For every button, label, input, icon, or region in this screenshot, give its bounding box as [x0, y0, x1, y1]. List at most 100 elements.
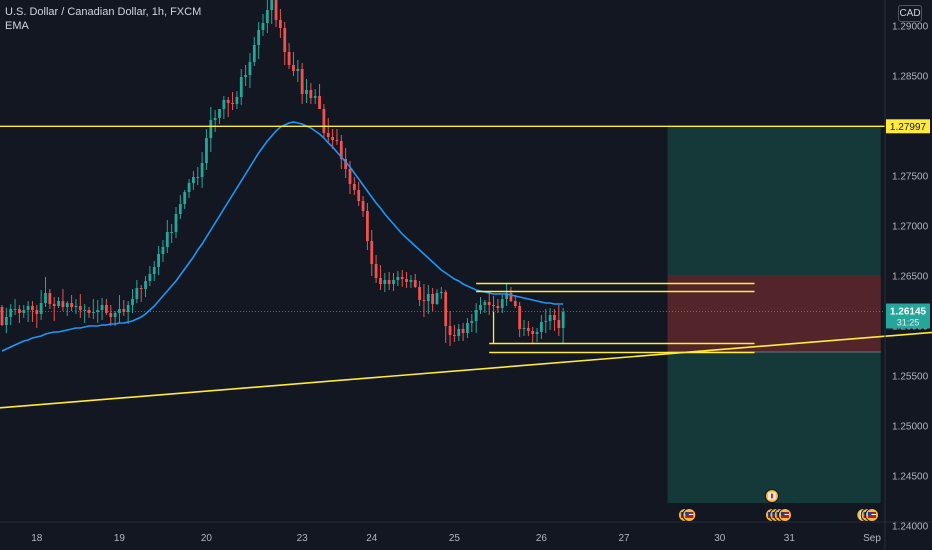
candle: [218, 109, 221, 124]
candle: [83, 304, 87, 323]
candle-body: [448, 326, 452, 335]
candle-body: [187, 183, 191, 192]
time-tick-label: 27: [618, 533, 630, 544]
stop-zone[interactable]: [667, 275, 881, 352]
candle: [244, 65, 247, 86]
candle-body: [492, 305, 495, 306]
candle-body: [422, 300, 426, 301]
event-markers[interactable]: [677, 489, 932, 522]
candle: [157, 246, 160, 275]
candle-body: [205, 138, 208, 163]
candle: [313, 89, 317, 104]
candle-body: [48, 293, 52, 304]
candle: [335, 129, 339, 145]
candle: [518, 302, 522, 337]
candle: [57, 297, 60, 308]
price-tick-label: 1.29000: [892, 22, 929, 33]
us-flag-stripe: [781, 514, 789, 515]
candle: [170, 224, 174, 243]
candle: [96, 300, 100, 323]
candle: [483, 300, 487, 313]
candle-body: [331, 137, 334, 140]
candle: [152, 261, 156, 281]
us-event-icon[interactable]: [865, 508, 879, 522]
candle-body: [4, 317, 8, 325]
candle: [239, 69, 243, 105]
candle-body: [487, 302, 491, 305]
price-tick-label: 1.25500: [892, 372, 929, 383]
candle: [183, 190, 187, 209]
candle: [322, 104, 326, 138]
candle: [426, 285, 430, 314]
candle: [4, 308, 8, 333]
candle: [261, 14, 265, 36]
candle: [205, 129, 208, 170]
trendline[interactable]: [0, 331, 932, 409]
candle: [222, 96, 226, 119]
candle-body: [405, 279, 408, 282]
candle: [413, 274, 417, 288]
time-tick-label: 18: [31, 533, 43, 544]
candle-body: [283, 28, 287, 52]
candle: [396, 271, 400, 286]
candle-body: [318, 96, 321, 109]
candle-body: [287, 52, 291, 65]
us-event-icon[interactable]: [778, 508, 792, 522]
candle: [553, 309, 556, 331]
us-event-icon[interactable]: [682, 508, 697, 522]
candle-body: [109, 313, 113, 317]
candle: [279, 9, 282, 38]
candle-body: [231, 103, 234, 104]
candle-body: [183, 192, 187, 204]
candle: [400, 270, 404, 287]
bar-countdown-label: 31:25: [897, 318, 920, 328]
candle-body: [500, 299, 504, 308]
candle: [283, 22, 287, 65]
candle: [387, 272, 391, 290]
time-tick-label: 23: [297, 533, 309, 544]
candle-body: [379, 278, 382, 284]
candle-body: [113, 313, 117, 317]
drawings[interactable]: [0, 125, 932, 409]
level-price-label: 1.27997: [890, 122, 927, 133]
candle-body: [213, 118, 217, 120]
candle: [39, 290, 43, 320]
current-price-tag: [886, 303, 930, 329]
currency-badge[interactable]: CAD: [898, 5, 922, 22]
canada-event-icon[interactable]: [764, 489, 779, 503]
symbol-title[interactable]: U.S. Dollar / Canadian Dollar, 1h, FXCM: [5, 6, 202, 18]
candle: [226, 97, 230, 117]
candle: [18, 305, 21, 323]
candle: [196, 167, 200, 185]
candle-body: [553, 315, 556, 320]
candle-body: [118, 309, 121, 313]
candle: [383, 273, 387, 292]
candle-body: [461, 329, 465, 333]
us-flag-stripe: [868, 514, 876, 515]
candle-body: [279, 20, 282, 28]
risk-reward-tool[interactable]: [667, 126, 881, 503]
candle-body: [505, 293, 508, 299]
candle-body: [13, 309, 17, 310]
candle: [144, 276, 147, 297]
candle-body: [100, 305, 104, 310]
candle: [13, 299, 17, 315]
candle-body: [52, 304, 56, 306]
level-price-tag[interactable]: [886, 119, 930, 134]
candle-body: [426, 294, 430, 301]
projection-zone[interactable]: [667, 352, 881, 503]
us-flag-canton: [868, 512, 872, 515]
candle-body: [518, 306, 522, 329]
candle: [470, 314, 474, 332]
candle: [522, 320, 526, 336]
candle: [178, 195, 182, 219]
indicator-label[interactable]: EMA: [5, 20, 29, 32]
candle-body: [444, 292, 448, 326]
candle-body: [439, 292, 443, 293]
candle-body: [352, 184, 356, 190]
candle: [61, 289, 65, 311]
candle: [487, 291, 491, 315]
candle: [257, 22, 261, 59]
